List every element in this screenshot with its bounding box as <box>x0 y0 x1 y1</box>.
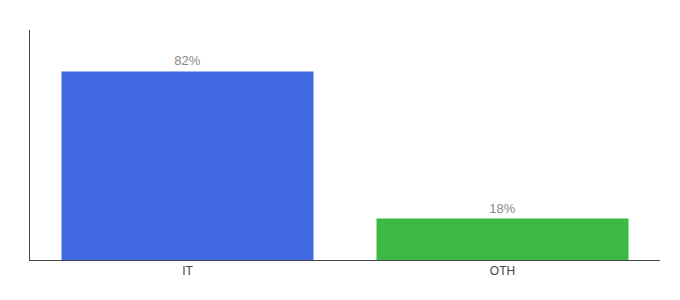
svg-text:IT: IT <box>182 264 193 278</box>
svg-text:82%: 82% <box>174 53 200 68</box>
svg-text:OTH: OTH <box>490 264 515 278</box>
svg-text:18%: 18% <box>489 201 515 216</box>
